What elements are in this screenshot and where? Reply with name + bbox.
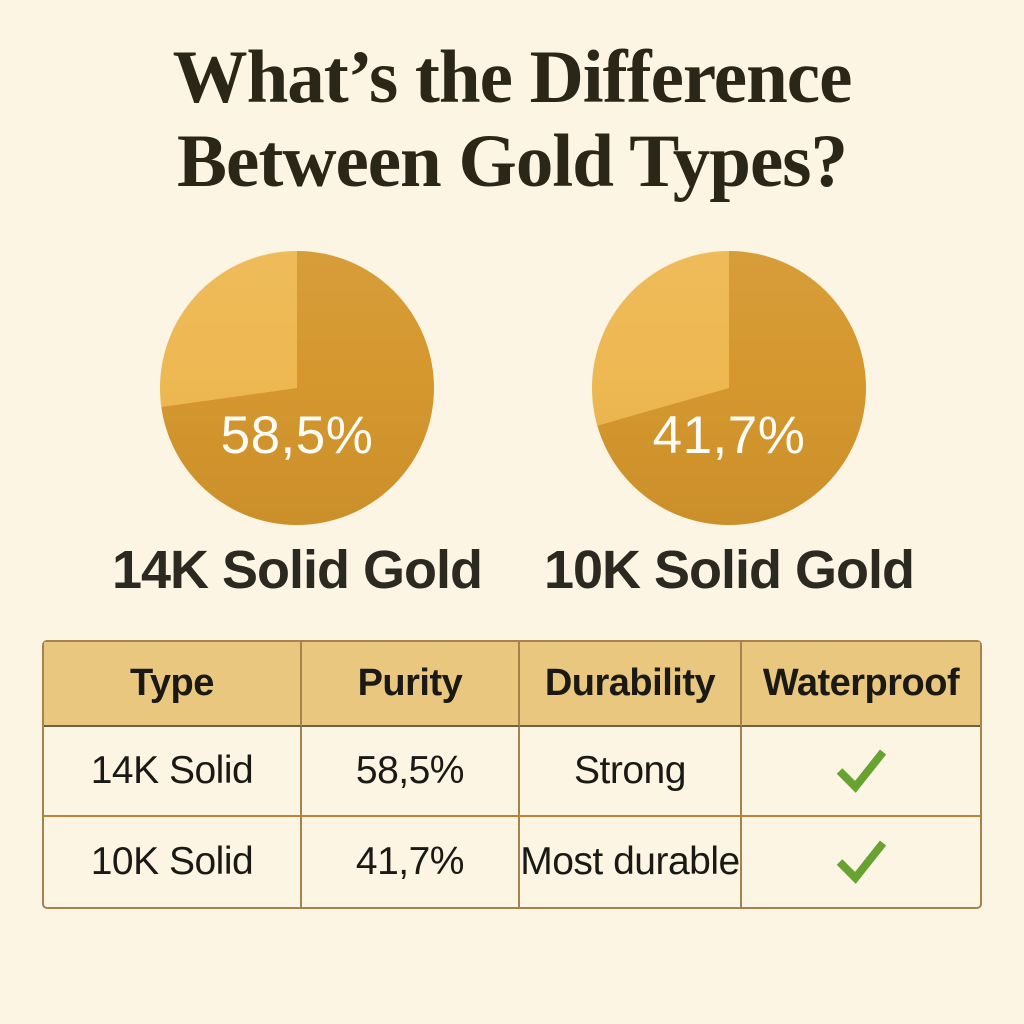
pie-chart-14k: 58,5% (160, 251, 434, 525)
page-title: What’s the Difference Between Gold Types… (0, 36, 1024, 204)
comparison-table: Type Purity Durability Waterproof 14K So… (42, 640, 982, 909)
table-cell-waterproof-10k (742, 817, 980, 907)
table-cell-purity-10k: 41,7% (302, 817, 520, 907)
table-header-durability: Durability (519, 642, 743, 727)
pie-caption-14k: 14K Solid Gold (111, 540, 483, 600)
pie-value-label-10k: 41,7% (652, 406, 806, 465)
table-header-waterproof: Waterproof (742, 642, 980, 727)
table-cell-waterproof-14k (742, 727, 980, 817)
table-cell-purity-14k: 58,5% (301, 727, 520, 817)
table-cell-type-10k: 10K Solid (44, 817, 302, 907)
title-line-2: Between Gold Types? (177, 120, 848, 203)
table-cell-durability-10k: Most durable (520, 817, 743, 907)
pie-chart-10k: 41,7% (592, 251, 866, 525)
table-cell-durability-14k: Strong (519, 727, 743, 817)
table-header-type: Type (44, 642, 302, 727)
pie-group-14k: 58,5% 14K Solid Gold (107, 251, 487, 601)
checkmark-icon (836, 840, 887, 884)
pie-group-10k: 41,7% 10K Solid Gold (539, 251, 919, 601)
checkmark-icon (836, 749, 887, 793)
pie-value-label-14k: 58,5% (220, 406, 374, 465)
table-cell-type-14k: 14K Solid (44, 727, 302, 817)
title-line-1: What’s the Difference (172, 36, 853, 119)
table-header-purity: Purity (301, 642, 520, 727)
pie-caption-10k: 10K Solid Gold (543, 540, 915, 600)
